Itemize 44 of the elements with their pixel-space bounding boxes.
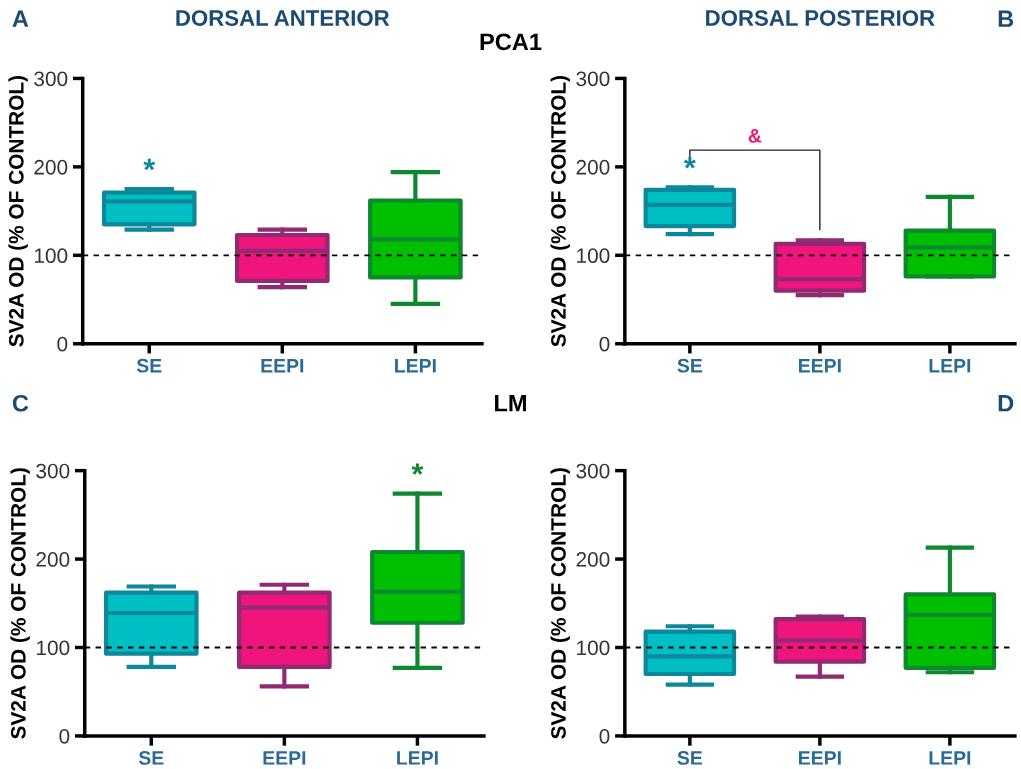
chart-title: DORSAL ANTERIOR: [176, 10, 390, 26]
text: LM: [495, 395, 526, 412]
x-tick-label: EEPI: [263, 751, 306, 765]
y-tick-label: 300: [576, 71, 610, 87]
y-tick-label: 100: [577, 640, 610, 656]
x-tick-label: SE: [677, 358, 703, 373]
y-tick-label: 300: [34, 71, 68, 87]
y-tick-label: 100: [34, 248, 68, 264]
text: B: [998, 10, 1014, 27]
x-tick-label: EEPI: [261, 359, 304, 373]
x-tick-label: SE: [138, 751, 164, 765]
x-tick-label: LEPI: [929, 751, 971, 765]
y-tick-label: 0: [599, 336, 610, 352]
y-axis-title: SV2A OD (% OF CONTROL): [10, 468, 30, 739]
text: D: [998, 395, 1014, 412]
chart-title: DORSAL POSTERIOR: [706, 10, 935, 26]
y-tick-label: 300: [576, 463, 610, 479]
annotation: *: [411, 463, 424, 475]
y-tick-label: 200: [576, 159, 610, 175]
x-tick-label: EEPI: [799, 751, 841, 765]
y-tick-label: 100: [36, 640, 70, 656]
x-tick-label: SE: [677, 751, 703, 765]
x-tick-label: LEPI: [397, 751, 438, 765]
x-tick-label: LEPI: [929, 359, 971, 373]
x-tick-label: LEPI: [395, 359, 436, 373]
text: C: [12, 394, 29, 412]
y-tick-label: 200: [36, 552, 70, 567]
annotation: *: [143, 158, 156, 171]
y-tick-label: 200: [34, 159, 68, 175]
y-tick-label: 300: [36, 463, 70, 479]
y-tick-label: 200: [576, 552, 610, 567]
y-axis-title: SV2A OD (% OF CONTROL): [550, 468, 570, 739]
y-tick-label: 0: [59, 728, 70, 744]
x-tick-label: SE: [136, 358, 162, 373]
y-tick-label: 100: [577, 248, 610, 264]
annotation: &: [748, 129, 762, 143]
text: PCA1: [480, 33, 542, 51]
x-tick-label: EEPI: [799, 359, 841, 373]
y-axis-title: SV2A OD (% OF CONTROL): [550, 75, 570, 347]
y-tick-label: 0: [57, 336, 68, 352]
text: A: [12, 10, 29, 27]
y-tick-label: 0: [599, 728, 610, 744]
y-axis-title: SV2A OD (% OF CONTROL): [8, 75, 28, 347]
annotation: *: [684, 157, 696, 169]
